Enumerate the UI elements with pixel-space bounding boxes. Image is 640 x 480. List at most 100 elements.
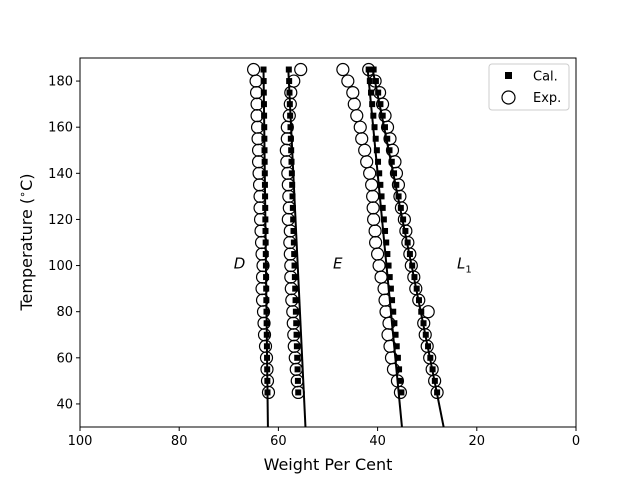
- x-tick-label: 100: [68, 434, 93, 449]
- cal-point-2: [285, 66, 292, 73]
- cal-point-3: [397, 377, 404, 384]
- y-tick-label: 120: [48, 213, 73, 228]
- y-tick-label: 160: [48, 121, 73, 136]
- cal-point-4: [375, 89, 382, 96]
- y-tick-label: 100: [48, 259, 73, 274]
- cal-point-1: [261, 112, 268, 119]
- cal-point-3: [371, 124, 378, 131]
- legend-entry-cal: Cal.: [533, 70, 558, 85]
- cal-point-2: [287, 112, 294, 119]
- x-tick-label: 0: [572, 434, 580, 449]
- cal-point-1: [261, 124, 268, 131]
- cal-point-3: [386, 274, 393, 281]
- cal-point-4: [406, 251, 413, 258]
- cal-point-2: [288, 147, 295, 154]
- exp-point-3: [346, 85, 360, 100]
- cal-point-1: [264, 354, 271, 361]
- cal-point-2: [289, 181, 296, 188]
- y-tick-label: 40: [56, 397, 73, 412]
- cal-point-4: [434, 389, 441, 396]
- region-label-e: E: [333, 254, 343, 272]
- cal-point-3: [379, 204, 386, 211]
- cal-point-1: [260, 89, 267, 96]
- cal-point-3: [376, 170, 383, 177]
- cal-point-3: [370, 112, 377, 119]
- cal-point-1: [262, 216, 269, 223]
- exp-point-2: [294, 62, 308, 77]
- cal-point-2: [291, 262, 298, 269]
- cal-point-2: [294, 366, 301, 373]
- cal-point-1: [262, 239, 269, 246]
- legend-circle-marker: [501, 90, 516, 105]
- cal-point-4: [393, 181, 400, 188]
- cal-point-2: [294, 354, 301, 361]
- cal-point-4: [388, 158, 395, 165]
- cal-point-1: [260, 78, 267, 85]
- cal-point-4: [386, 147, 393, 154]
- cal-point-4: [415, 297, 422, 304]
- cal-point-3: [377, 181, 384, 188]
- cal-point-2: [290, 239, 297, 246]
- cal-point-3: [366, 78, 373, 85]
- cal-point-1: [263, 331, 270, 338]
- exp-point-4: [372, 85, 387, 100]
- cal-point-4: [427, 354, 434, 361]
- cal-point-2: [291, 274, 298, 281]
- cal-point-3: [385, 262, 392, 269]
- y-axis-label: Temperature (∘C): [16, 174, 36, 312]
- cal-point-3: [368, 89, 375, 96]
- cal-point-1: [264, 366, 271, 373]
- cal-point-4: [402, 227, 409, 234]
- region-label-d: D: [234, 254, 246, 272]
- cal-point-3: [382, 227, 389, 234]
- cal-point-2: [289, 193, 296, 200]
- cal-point-2: [290, 227, 297, 234]
- cal-point-2: [286, 78, 293, 85]
- cal-point-1: [264, 377, 271, 384]
- x-tick-label: 20: [469, 434, 486, 449]
- cal-point-3: [372, 135, 379, 142]
- cal-point-2: [290, 216, 297, 223]
- cal-point-4: [411, 274, 418, 281]
- cal-point-4: [404, 239, 411, 246]
- legend: Cal. Exp.: [488, 63, 570, 111]
- exp-point-3: [341, 74, 355, 88]
- cal-point-1: [263, 343, 270, 350]
- y-tick-label: 80: [56, 305, 73, 320]
- experimental-markers: [247, 62, 444, 400]
- x-tick-label: 80: [171, 434, 188, 449]
- cal-point-4: [420, 320, 427, 327]
- cal-point-1: [262, 193, 269, 200]
- cal-point-1: [260, 101, 267, 108]
- cal-point-3: [398, 389, 405, 396]
- cal-point-1: [261, 181, 268, 188]
- cal-point-3: [378, 193, 385, 200]
- y-tick-label: 60: [56, 351, 73, 366]
- cal-point-1: [262, 227, 269, 234]
- exp-point-3: [336, 62, 350, 77]
- cal-point-2: [295, 389, 302, 396]
- cal-point-1: [262, 204, 269, 211]
- cal-point-4: [370, 66, 377, 73]
- cal-point-4: [429, 366, 436, 373]
- cal-point-2: [289, 204, 296, 211]
- cal-point-4: [397, 204, 404, 211]
- exp-point-4: [368, 74, 382, 88]
- exp-point-3: [390, 374, 405, 388]
- cal-point-2: [292, 308, 299, 315]
- cal-point-2: [286, 89, 293, 96]
- cal-point-4: [422, 331, 429, 338]
- cal-point-1: [263, 320, 270, 327]
- x-tick-label: 40: [369, 434, 386, 449]
- x-tick-label: 60: [270, 434, 287, 449]
- cal-point-3: [369, 101, 376, 108]
- cal-point-2: [291, 251, 298, 258]
- cal-point-3: [373, 147, 380, 154]
- y-tick-label: 180: [48, 75, 73, 90]
- cal-point-1: [262, 262, 269, 269]
- cal-point-2: [287, 124, 294, 131]
- cal-point-2: [294, 377, 301, 384]
- cal-point-2: [288, 158, 295, 165]
- cal-point-1: [260, 66, 267, 73]
